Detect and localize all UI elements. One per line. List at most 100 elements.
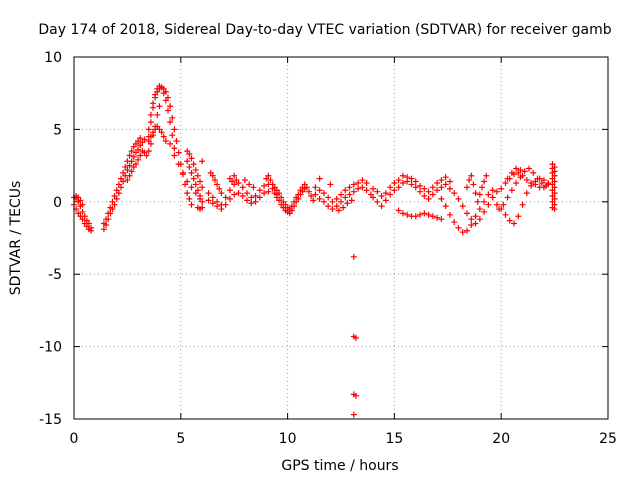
- data-point: [316, 195, 323, 202]
- data-point: [374, 188, 381, 195]
- data-point: [446, 178, 453, 185]
- data-point: [188, 155, 195, 162]
- data-point: [79, 208, 86, 215]
- data-point: [472, 220, 479, 227]
- data-point: [551, 206, 558, 213]
- data-point: [288, 207, 295, 214]
- data-point: [417, 211, 424, 218]
- data-point: [256, 187, 263, 194]
- data-point: [150, 100, 157, 107]
- data-point: [192, 181, 199, 188]
- data-point: [412, 184, 419, 191]
- data-point: [346, 184, 353, 191]
- data-point: [143, 152, 150, 159]
- data-point: [438, 177, 445, 184]
- data-point: [126, 152, 133, 159]
- data-point: [442, 181, 449, 188]
- data-point: [391, 179, 398, 186]
- y-tick-label: 0: [53, 195, 62, 211]
- data-point: [543, 182, 550, 189]
- data-point: [474, 198, 481, 205]
- data-point: [504, 194, 511, 201]
- data-point: [438, 195, 445, 202]
- data-point: [320, 190, 327, 197]
- data-point: [528, 182, 535, 189]
- data-point: [128, 148, 135, 155]
- y-tick-label: 10: [44, 50, 62, 66]
- data-point: [404, 174, 411, 181]
- y-tick-label: -10: [39, 340, 62, 356]
- data-point: [472, 190, 479, 197]
- data-point: [513, 179, 520, 186]
- data-point: [124, 177, 131, 184]
- data-point: [100, 226, 107, 233]
- data-point: [338, 198, 344, 205]
- data-point: [346, 191, 353, 198]
- data-point: [508, 187, 515, 194]
- data-point: [387, 184, 394, 191]
- data-point: [252, 198, 259, 205]
- data-point: [374, 198, 381, 205]
- data-point: [530, 169, 537, 176]
- data-point: [316, 175, 323, 182]
- data-point: [493, 201, 500, 208]
- data-point: [250, 184, 257, 191]
- data-point: [342, 194, 349, 201]
- data-point: [179, 169, 186, 176]
- data-point: [483, 172, 490, 179]
- data-point: [333, 203, 340, 210]
- data-point: [459, 203, 466, 210]
- data-point: [120, 169, 127, 176]
- x-tick-label: 20: [492, 431, 510, 447]
- data-point: [338, 191, 344, 198]
- data-point: [327, 181, 334, 188]
- data-point: [417, 188, 424, 195]
- data-point: [370, 194, 377, 201]
- data-point: [493, 188, 500, 195]
- data-point: [261, 182, 268, 189]
- data-point: [455, 195, 462, 202]
- data-point: [197, 178, 204, 185]
- data-point: [77, 197, 84, 204]
- data-point: [158, 84, 165, 91]
- data-point: [128, 168, 135, 175]
- data-point: [523, 177, 530, 184]
- data-point: [265, 188, 272, 195]
- data-point: [162, 97, 169, 104]
- data-point: [167, 140, 174, 147]
- data-point: [211, 177, 218, 184]
- x-tick-label: 5: [176, 431, 185, 447]
- data-point: [434, 214, 441, 221]
- data-point: [295, 195, 302, 202]
- data-point: [244, 190, 251, 197]
- data-point: [209, 172, 216, 179]
- data-point: [442, 174, 449, 181]
- data-point: [79, 216, 86, 223]
- data-point: [308, 193, 315, 200]
- data-point: [425, 211, 432, 218]
- data-point: [235, 190, 242, 197]
- data-points: [71, 82, 558, 418]
- data-point: [184, 190, 191, 197]
- data-point: [478, 184, 485, 191]
- data-point: [429, 213, 436, 220]
- data-point: [147, 111, 154, 118]
- data-point: [184, 158, 191, 165]
- data-point: [267, 177, 274, 184]
- data-point: [551, 178, 558, 185]
- data-point: [316, 187, 323, 194]
- data-point: [162, 137, 169, 144]
- data-point: [186, 195, 193, 202]
- data-point: [256, 194, 263, 201]
- data-point: [145, 137, 152, 144]
- data-point: [188, 184, 195, 191]
- data-point: [378, 203, 385, 210]
- data-point: [209, 194, 216, 201]
- data-point: [476, 191, 483, 198]
- data-point: [147, 119, 154, 126]
- data-point: [126, 172, 133, 179]
- data-point: [417, 182, 424, 189]
- data-point: [506, 217, 513, 224]
- data-point: [523, 190, 530, 197]
- data-point: [145, 126, 152, 133]
